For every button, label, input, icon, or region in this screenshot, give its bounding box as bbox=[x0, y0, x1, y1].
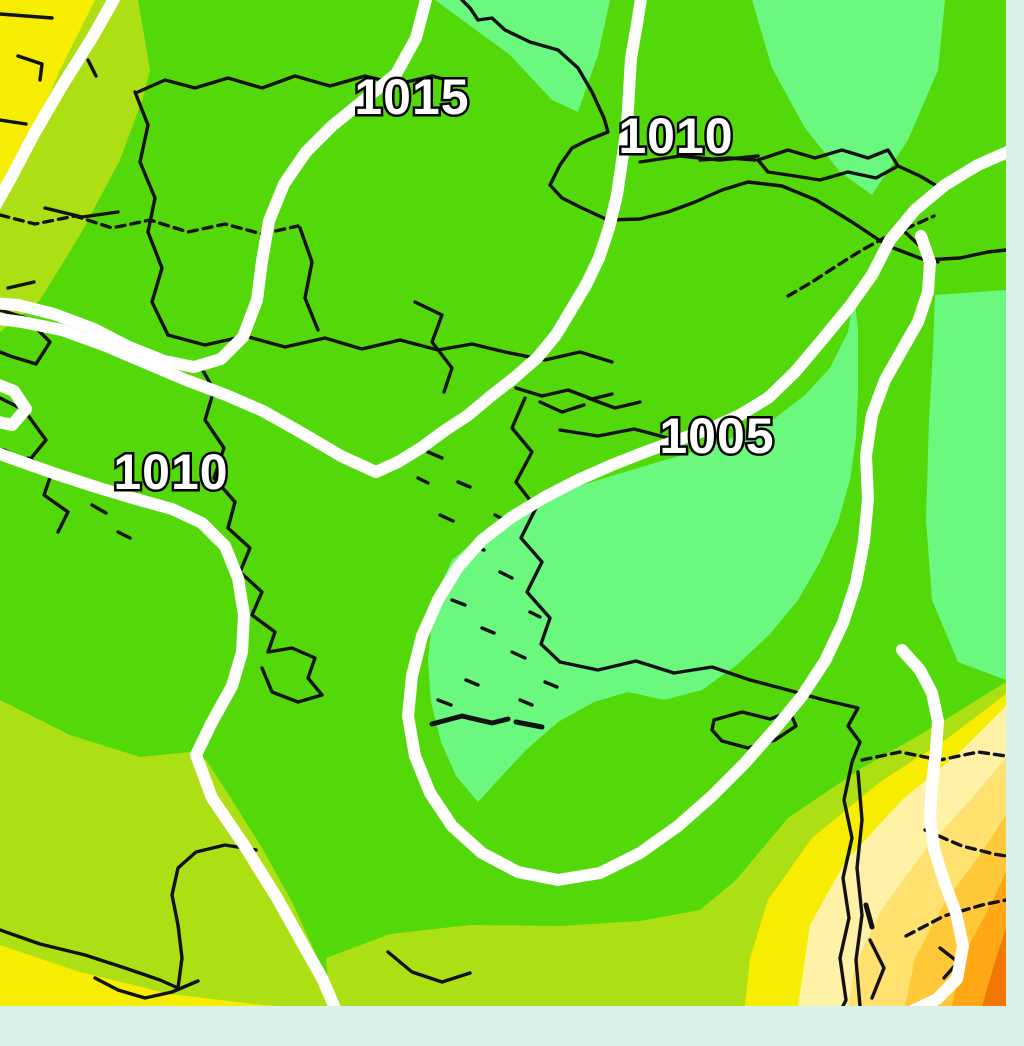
pressure-map: 1015 1010 1005 1010 bbox=[0, 0, 1006, 1006]
isobar-label-1005: 1005 bbox=[659, 408, 774, 464]
fill-deeporange-corner bbox=[982, 928, 1006, 1006]
island bbox=[464, 678, 480, 687]
border-segment bbox=[904, 898, 1006, 938]
coast-gulf bbox=[93, 976, 200, 1000]
island bbox=[450, 598, 467, 607]
border-segment bbox=[0, 12, 54, 20]
isobar-label-1010-west: 1010 bbox=[113, 444, 228, 500]
dead-sea bbox=[863, 902, 875, 930]
border-segment bbox=[586, 396, 642, 410]
island bbox=[436, 698, 453, 707]
isobar-1020-corner bbox=[0, 0, 121, 210]
island bbox=[510, 650, 527, 660]
border-segment bbox=[0, 118, 28, 126]
island bbox=[90, 503, 108, 515]
coast-marmara-south bbox=[538, 400, 586, 414]
island bbox=[480, 626, 496, 635]
fill-yellowgreen-southwest bbox=[0, 700, 330, 1006]
coast-egypt bbox=[386, 950, 472, 984]
island bbox=[528, 610, 542, 619]
border-segment bbox=[86, 58, 98, 78]
coast-marmara bbox=[514, 386, 614, 401]
island bbox=[116, 530, 132, 540]
fill-mint-central-low bbox=[428, 295, 858, 802]
border-segment bbox=[923, 828, 1006, 858]
coast-north-africa bbox=[0, 843, 258, 990]
border-segment bbox=[16, 54, 44, 82]
coast-black-sea bbox=[460, 0, 1006, 262]
coast-azov bbox=[896, 164, 942, 190]
island bbox=[426, 450, 444, 460]
island bbox=[518, 698, 534, 707]
border-levant-inland bbox=[854, 770, 864, 1006]
border-ne-anatolia bbox=[786, 214, 936, 298]
coast-west-turkey bbox=[510, 396, 562, 664]
isobar-1010-south bbox=[0, 447, 341, 1006]
fill-yellow-bottomleft bbox=[0, 945, 278, 1006]
island bbox=[498, 570, 514, 580]
isobar-label-1010-north: 1010 bbox=[618, 108, 733, 164]
border-segment bbox=[638, 154, 760, 164]
isobar-1005-loop bbox=[402, 146, 1006, 886]
border-balkans-link bbox=[298, 226, 320, 332]
isobar-labels: 1015 1010 1005 1010 bbox=[111, 67, 776, 503]
island bbox=[543, 680, 559, 689]
isobar-1010-north bbox=[0, 0, 647, 478]
coast-south-turkey-levant bbox=[558, 659, 862, 1006]
pressure-map-canvas: 1015 1010 1005 1010 bbox=[0, 0, 1006, 1006]
isobar-lines bbox=[0, 0, 1006, 1006]
coast-greece bbox=[196, 360, 324, 704]
border-thrace bbox=[413, 300, 454, 394]
island bbox=[438, 513, 455, 523]
isobar-label-1015: 1015 bbox=[354, 69, 469, 125]
border-balkans-north bbox=[136, 74, 464, 94]
border-anatolia-inner bbox=[558, 427, 670, 440]
isobar-1015 bbox=[0, 0, 433, 373]
country-borders bbox=[0, 0, 1006, 1006]
island-crete-east bbox=[513, 719, 545, 730]
island-crete bbox=[429, 713, 511, 727]
border-balkans-mid bbox=[0, 213, 300, 236]
isobar-1010-west-stub bbox=[0, 378, 32, 431]
fill-mint-northeast bbox=[752, 0, 945, 195]
island-cyprus bbox=[710, 710, 798, 750]
border-jordan bbox=[868, 938, 886, 1000]
border-balkans-west bbox=[133, 90, 170, 337]
border-segment bbox=[6, 280, 36, 290]
isobar-1000-southeast bbox=[896, 644, 969, 1006]
fill-yellow-topleft bbox=[0, 0, 95, 205]
island bbox=[456, 480, 472, 489]
fill-mint-east-edge bbox=[926, 290, 1006, 680]
island bbox=[416, 476, 430, 485]
fill-mint-top-wedge bbox=[435, 0, 610, 112]
